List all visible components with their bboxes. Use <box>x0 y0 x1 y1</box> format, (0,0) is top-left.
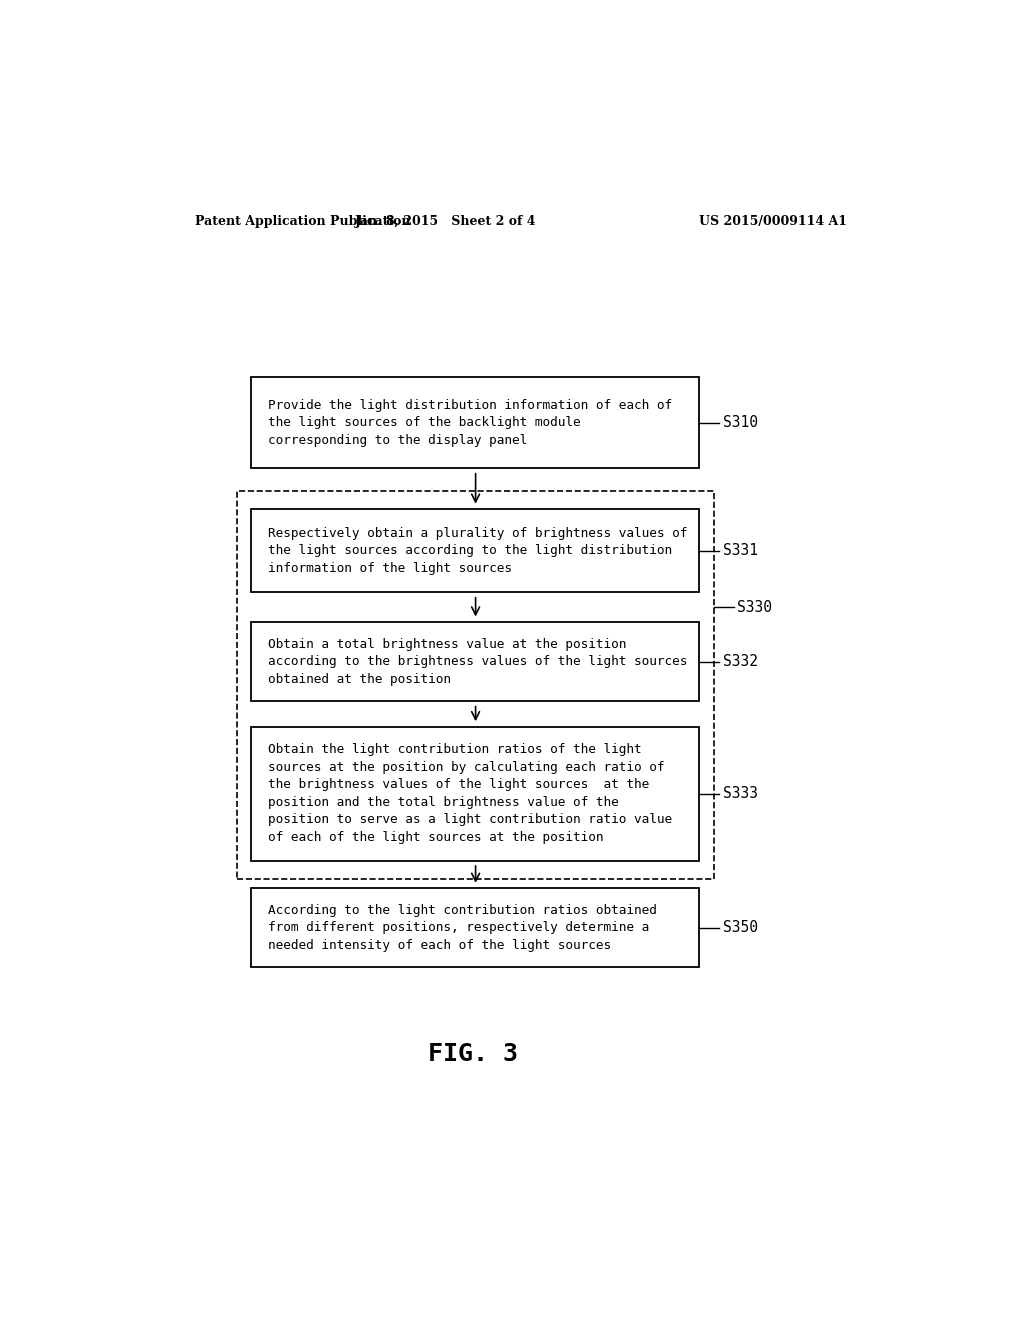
Text: Obtain the light contribution ratios of the light
sources at the position by cal: Obtain the light contribution ratios of … <box>268 743 673 843</box>
Text: Patent Application Publication: Patent Application Publication <box>196 215 411 228</box>
Text: S350: S350 <box>723 920 758 936</box>
Text: US 2015/0009114 A1: US 2015/0009114 A1 <box>699 215 848 228</box>
Text: S331: S331 <box>723 544 758 558</box>
Text: Provide the light distribution information of each of
the light sources of the b: Provide the light distribution informati… <box>268 399 673 446</box>
Bar <box>251 378 699 469</box>
Text: Respectively obtain a plurality of brightness values of
the light sources accord: Respectively obtain a plurality of brigh… <box>268 527 688 574</box>
Bar <box>251 888 699 968</box>
Text: Obtain a total brightness value at the position
according to the brightness valu: Obtain a total brightness value at the p… <box>268 638 688 685</box>
Text: Jan. 8, 2015   Sheet 2 of 4: Jan. 8, 2015 Sheet 2 of 4 <box>354 215 537 228</box>
Bar <box>237 491 714 879</box>
Bar <box>251 726 699 861</box>
Bar <box>251 510 699 593</box>
Text: According to the light contribution ratios obtained
from different positions, re: According to the light contribution rati… <box>268 904 657 952</box>
Text: S330: S330 <box>737 599 772 615</box>
Text: S332: S332 <box>723 653 758 669</box>
Text: S333: S333 <box>723 787 758 801</box>
Text: FIG. 3: FIG. 3 <box>428 1041 518 1065</box>
Text: S310: S310 <box>723 416 758 430</box>
Bar <box>251 622 699 701</box>
